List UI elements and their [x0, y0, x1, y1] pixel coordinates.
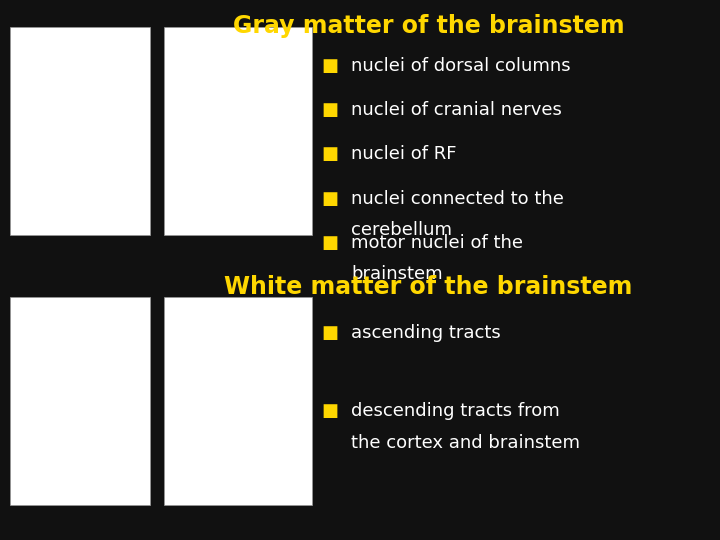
Bar — [10, 297, 150, 505]
Text: ■: ■ — [322, 190, 339, 207]
Bar — [164, 27, 312, 235]
Text: ■: ■ — [322, 234, 339, 252]
Text: ■: ■ — [322, 57, 339, 75]
Text: nuclei connected to the: nuclei connected to the — [351, 190, 564, 207]
Text: Gray matter of the brainstem: Gray matter of the brainstem — [233, 14, 624, 37]
Text: ■: ■ — [322, 402, 339, 420]
Text: ■: ■ — [322, 324, 339, 342]
Text: White matter of the brainstem: White matter of the brainstem — [224, 275, 633, 299]
Text: the cortex and brainstem: the cortex and brainstem — [351, 434, 580, 451]
Text: nuclei of RF: nuclei of RF — [351, 145, 457, 163]
Text: motor nuclei of the: motor nuclei of the — [351, 234, 523, 252]
Bar — [10, 27, 150, 235]
Text: brainstem: brainstem — [351, 265, 443, 283]
Bar — [164, 297, 312, 505]
Text: ■: ■ — [322, 101, 339, 119]
Text: descending tracts from: descending tracts from — [351, 402, 560, 420]
Text: ascending tracts: ascending tracts — [351, 324, 501, 342]
Text: ■: ■ — [322, 145, 339, 163]
Text: nuclei of cranial nerves: nuclei of cranial nerves — [351, 101, 562, 119]
Text: nuclei of dorsal columns: nuclei of dorsal columns — [351, 57, 571, 75]
Text: cerebellum: cerebellum — [351, 221, 452, 239]
